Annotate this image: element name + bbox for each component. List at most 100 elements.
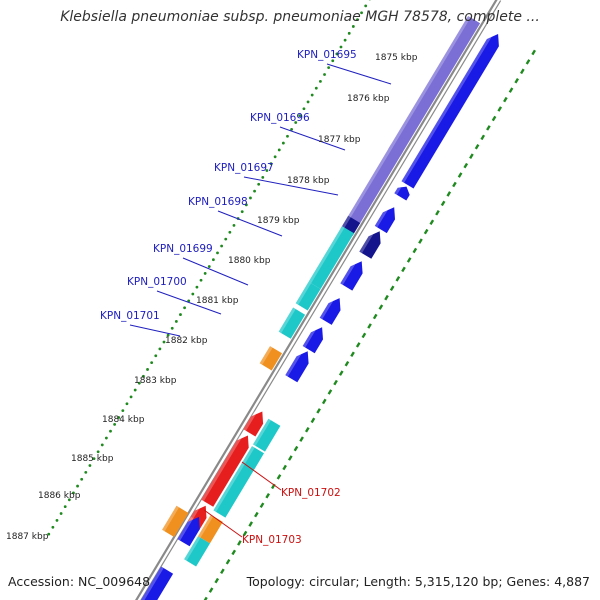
tick-dot (356, 18, 359, 21)
tick-dot (265, 169, 269, 172)
gene-label-left: KPN_01701 (100, 310, 160, 322)
tick-dot (195, 285, 199, 289)
tick-dash (242, 530, 248, 537)
tick-dot (174, 320, 178, 323)
tick-dash (367, 323, 372, 329)
leader-line-red (203, 509, 243, 538)
gene-label-left: KPN_01700 (127, 276, 187, 288)
tick-dot (323, 73, 326, 76)
tick-dot (142, 374, 145, 378)
kbp-tick-label: 1884 kbp (102, 415, 145, 425)
gene-blue-5 (374, 207, 395, 234)
gene-highlight (253, 418, 271, 446)
tick-dash (333, 379, 338, 386)
tick-dot (306, 100, 310, 104)
tick-dot (286, 134, 289, 138)
gene-highlight (184, 536, 201, 561)
tick-dash (384, 294, 389, 301)
gene-labels: KPN_01695 KPN_01696 KPN_01697 KPN_01698 KPN_… (100, 49, 357, 546)
tick-dash (503, 96, 508, 103)
tick-dot (146, 368, 149, 371)
tick-dot (281, 141, 285, 145)
leader-line (182, 257, 249, 286)
tick-dot (80, 477, 84, 481)
gene-label-right: KPN_01702 (281, 487, 341, 499)
tick-dot (47, 532, 51, 536)
tick-dash (406, 257, 412, 263)
tick-dot (277, 148, 281, 152)
inner-tick-dashes (203, 49, 536, 600)
tick-dash (440, 200, 446, 207)
tick-dash (372, 313, 378, 320)
gene-purple-0 (388, 16, 481, 157)
tick-dash (412, 247, 418, 254)
tick-dot (199, 278, 203, 282)
tick-dot (59, 512, 63, 515)
leader-line (217, 210, 283, 237)
accession-text: Accession: NC_009648 (8, 574, 151, 589)
tick-dot (96, 450, 100, 454)
gene-blue-2 (394, 186, 410, 201)
tick-dot (240, 210, 244, 214)
tick-dash (316, 408, 321, 414)
tick-dot (257, 182, 261, 186)
tick-dot (100, 443, 104, 447)
gene-orange-20 (198, 514, 223, 544)
tick-dash (395, 276, 401, 282)
tick-dash (304, 426, 310, 433)
tick-dot (364, 4, 368, 8)
tick-dot (63, 505, 67, 509)
tick-dash (446, 191, 452, 197)
tick-dot (154, 354, 158, 358)
label-leader-lines (129, 63, 392, 538)
tick-dot (117, 416, 121, 419)
tick-dot (84, 470, 88, 474)
tick-dash (520, 68, 525, 75)
tick-dot (179, 313, 182, 316)
tick-dash (463, 162, 469, 169)
tick-dash (423, 228, 429, 235)
tick-dot (166, 333, 170, 337)
tick-dot (339, 45, 343, 49)
gene-highlight (308, 226, 345, 284)
kbp-tick-label: 1887 kbp (6, 532, 49, 542)
tick-dot (129, 395, 133, 399)
gene-cyan-11 (278, 307, 306, 339)
gene-highlight (401, 33, 493, 183)
gene-label-left: KPN_01699 (153, 243, 213, 255)
tick-dot (113, 422, 117, 426)
tick-dot (109, 429, 112, 433)
tick-dash (344, 360, 350, 367)
gene-highlight (285, 351, 303, 377)
outer-tick-dots (47, 0, 371, 536)
tick-dash (355, 342, 361, 348)
tick-dot (224, 237, 228, 241)
tick-dot (319, 79, 322, 83)
kbp-tick-label: 1877 kbp (318, 135, 361, 145)
leader-line (243, 176, 339, 196)
tick-dot (55, 518, 59, 522)
gene-navy-6 (359, 231, 381, 259)
tick-dash (310, 417, 316, 424)
gene-blue-10 (319, 298, 341, 325)
gene-orange-22 (162, 505, 189, 537)
gene-highlight (340, 215, 351, 231)
tick-dash (254, 511, 259, 518)
tick-dot (67, 498, 71, 502)
tick-dash (474, 144, 480, 150)
gene-highlight (213, 446, 255, 512)
kbp-tick-label: 1876 kbp (347, 94, 390, 104)
tick-dash (237, 540, 242, 546)
tick-dash (418, 238, 423, 244)
gene-highlight (359, 231, 375, 254)
tick-dot (331, 59, 335, 63)
leader-line (326, 63, 392, 85)
tick-dash (401, 266, 406, 273)
tick-dash (248, 521, 254, 527)
tick-dot (170, 326, 174, 330)
kbp-tick-label: 1875 kbp (375, 53, 418, 63)
tick-dot (294, 121, 298, 124)
tick-dot (133, 388, 137, 392)
gene-highlight (177, 516, 194, 541)
tick-dot (244, 203, 248, 207)
